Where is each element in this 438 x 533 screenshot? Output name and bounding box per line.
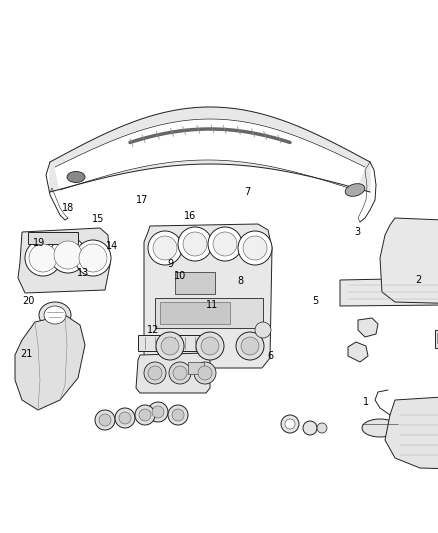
Circle shape xyxy=(281,415,299,433)
Circle shape xyxy=(317,423,327,433)
Circle shape xyxy=(178,227,212,261)
Circle shape xyxy=(255,322,271,338)
Circle shape xyxy=(168,405,188,425)
Circle shape xyxy=(75,240,111,276)
Polygon shape xyxy=(15,315,85,410)
Polygon shape xyxy=(50,107,370,192)
Circle shape xyxy=(50,237,86,273)
Text: 21: 21 xyxy=(20,350,32,359)
Polygon shape xyxy=(55,119,365,190)
Circle shape xyxy=(169,362,191,384)
Circle shape xyxy=(144,362,166,384)
Circle shape xyxy=(285,419,295,429)
Text: 11: 11 xyxy=(206,300,219,310)
Polygon shape xyxy=(144,224,272,368)
Polygon shape xyxy=(385,395,438,470)
Circle shape xyxy=(29,244,57,272)
Text: 5: 5 xyxy=(312,296,318,306)
Text: 10: 10 xyxy=(173,271,186,281)
Ellipse shape xyxy=(39,302,71,328)
Circle shape xyxy=(196,332,224,360)
Ellipse shape xyxy=(67,172,85,182)
Ellipse shape xyxy=(345,184,365,196)
Circle shape xyxy=(156,332,184,360)
Circle shape xyxy=(79,244,107,272)
Polygon shape xyxy=(348,342,368,362)
Bar xyxy=(155,298,263,328)
Polygon shape xyxy=(18,228,110,293)
Text: 13: 13 xyxy=(77,269,89,278)
Circle shape xyxy=(148,231,182,265)
Circle shape xyxy=(198,366,212,380)
Circle shape xyxy=(148,366,162,380)
Circle shape xyxy=(99,414,111,426)
Circle shape xyxy=(172,409,184,421)
Text: 14: 14 xyxy=(106,241,118,251)
Text: 12: 12 xyxy=(147,326,159,335)
Circle shape xyxy=(303,421,317,435)
Bar xyxy=(138,335,208,351)
Circle shape xyxy=(152,406,164,418)
Circle shape xyxy=(201,337,219,355)
Circle shape xyxy=(241,337,259,355)
Text: 19: 19 xyxy=(33,238,46,247)
Circle shape xyxy=(148,402,168,422)
Bar xyxy=(28,232,78,244)
Circle shape xyxy=(115,408,135,428)
Text: 17: 17 xyxy=(136,195,148,205)
Polygon shape xyxy=(136,353,210,393)
Circle shape xyxy=(243,236,267,260)
Polygon shape xyxy=(340,278,438,306)
Circle shape xyxy=(54,241,82,269)
Circle shape xyxy=(161,337,179,355)
Polygon shape xyxy=(380,218,438,305)
Text: 20: 20 xyxy=(22,296,35,306)
Ellipse shape xyxy=(44,306,66,324)
Ellipse shape xyxy=(362,419,398,437)
Text: 18: 18 xyxy=(62,203,74,213)
Circle shape xyxy=(238,231,272,265)
Text: 2: 2 xyxy=(415,275,421,285)
Circle shape xyxy=(208,227,242,261)
Bar xyxy=(188,362,204,374)
Text: 6: 6 xyxy=(268,351,274,361)
Text: 7: 7 xyxy=(244,187,251,197)
Text: 16: 16 xyxy=(184,211,197,221)
Circle shape xyxy=(236,332,264,360)
Polygon shape xyxy=(358,318,378,337)
Circle shape xyxy=(119,412,131,424)
Bar xyxy=(160,302,230,324)
Circle shape xyxy=(135,405,155,425)
Text: 1: 1 xyxy=(363,398,369,407)
Circle shape xyxy=(173,366,187,380)
Text: 3: 3 xyxy=(354,227,360,237)
Circle shape xyxy=(194,362,216,384)
Bar xyxy=(435,330,438,348)
Circle shape xyxy=(25,240,61,276)
Text: 8: 8 xyxy=(237,277,243,286)
Text: 15: 15 xyxy=(92,214,105,223)
Circle shape xyxy=(183,232,207,256)
Circle shape xyxy=(213,232,237,256)
Bar xyxy=(175,272,215,294)
Bar xyxy=(437,333,438,343)
Circle shape xyxy=(95,410,115,430)
Circle shape xyxy=(139,409,151,421)
Text: 9: 9 xyxy=(168,259,174,269)
Circle shape xyxy=(153,236,177,260)
